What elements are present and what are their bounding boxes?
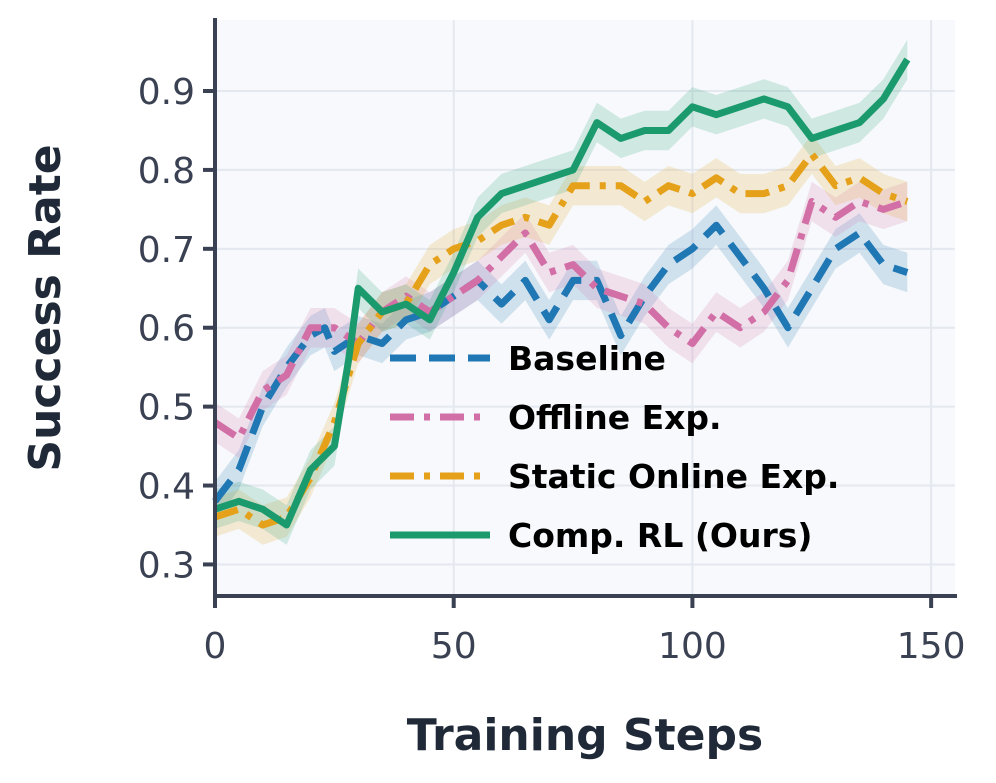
series-line	[213, 57, 911, 529]
series-line	[213, 150, 909, 529]
y-axis-title: Success Rate	[20, 144, 71, 471]
y-ticks: 0.3 0.4 0.5 0.6 0.7 0.8 0.9	[138, 72, 215, 586]
y-tick-label: 0.8	[138, 151, 195, 192]
series-band	[215, 181, 908, 458]
series-lines	[212, 57, 911, 529]
series-band	[215, 205, 908, 521]
series-line	[212, 221, 909, 504]
legend-label: Comp. RL (Ours)	[508, 516, 812, 555]
y-tick-label: 0.6	[138, 309, 195, 350]
legend-label: Static Online Exp.	[508, 457, 839, 496]
x-tick-label: 150	[897, 626, 966, 667]
y-tick-label: 0.4	[138, 467, 195, 508]
y-tick-label: 0.3	[138, 545, 195, 586]
legend-label: Baseline	[508, 339, 666, 378]
x-tick-label: 0	[204, 626, 227, 667]
y-tick-label: 0.9	[138, 72, 195, 113]
legend-label: Offline Exp.	[508, 398, 722, 437]
x-tick-label: 100	[658, 626, 727, 667]
x-ticks: 0 50 100 150	[204, 596, 966, 667]
x-axis-title: Training Steps	[407, 710, 763, 761]
y-tick-label: 0.7	[138, 230, 195, 271]
y-tick-label: 0.5	[138, 388, 195, 429]
x-tick-label: 50	[431, 626, 477, 667]
series-line	[213, 198, 909, 442]
plot-background	[215, 20, 955, 596]
legend: Baseline Offline Exp. Static Online Exp. Co…	[390, 339, 839, 555]
